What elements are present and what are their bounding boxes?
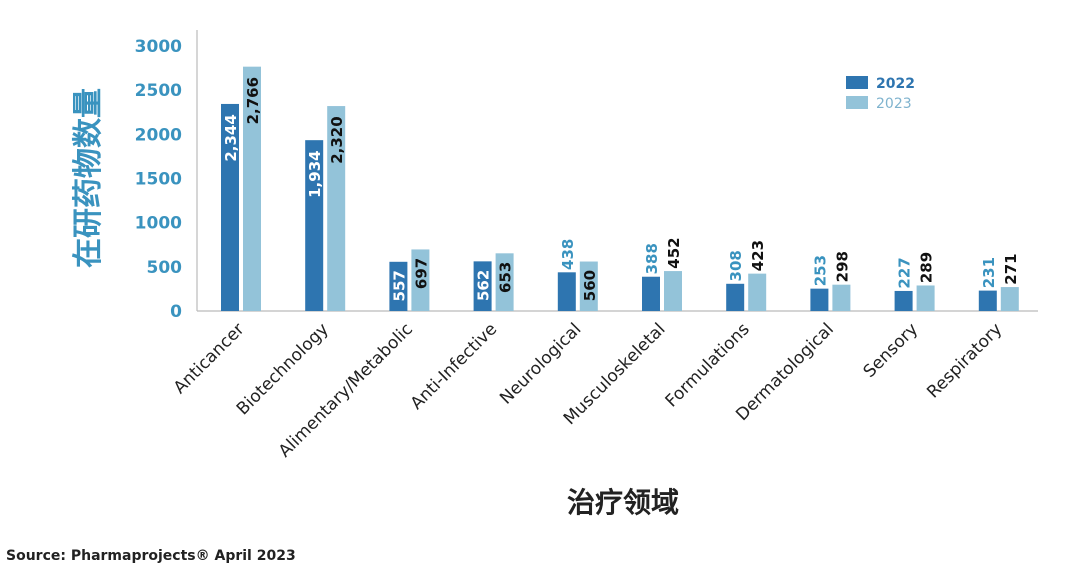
y-tick-label: 2500 — [135, 81, 182, 101]
bar-2022 — [557, 272, 576, 311]
bar-2023 — [411, 249, 430, 311]
data-label-2022: 227 — [896, 257, 914, 288]
data-label-2022: 562 — [475, 270, 493, 301]
bar-2023 — [748, 273, 767, 311]
bar-2022 — [978, 290, 997, 311]
bar-2022 — [642, 276, 660, 311]
data-label-2023: 452 — [665, 237, 683, 268]
bar-2022 — [894, 290, 913, 311]
x-tick-label: Formulations — [662, 319, 754, 411]
bar-2022 — [221, 103, 239, 312]
source-note: Source: Pharmaprojects® April 2023 — [6, 548, 296, 564]
bar-2023 — [495, 253, 514, 311]
bar-2023 — [664, 271, 682, 311]
legend-label-2022: 2022 — [876, 76, 915, 92]
y-tick-label: 0 — [170, 302, 182, 322]
x-tick-label: Anti-Infective — [407, 319, 501, 413]
bar-2022 — [810, 288, 829, 311]
legend-swatch-2022 — [846, 76, 868, 89]
bar-2023 — [916, 285, 935, 311]
y-tick-label: 1000 — [135, 214, 182, 234]
data-label-2023: 560 — [581, 270, 599, 301]
bar-2023 — [579, 261, 598, 311]
data-label-2023: 653 — [497, 262, 515, 293]
bar-2023 — [1000, 287, 1019, 311]
y-tick-label: 500 — [147, 258, 183, 278]
bar-2023 — [832, 284, 851, 311]
bar-2023 — [327, 106, 346, 311]
data-label-2023: 271 — [1002, 253, 1020, 284]
x-tick-label: Respiratory — [923, 319, 1006, 402]
x-tick-label: Anticancer — [170, 319, 249, 398]
bar-2022 — [389, 261, 408, 311]
data-label-2022: 1,934 — [306, 150, 324, 197]
legend-label-2023: 2023 — [876, 96, 912, 112]
x-axis-title: 治疗领域 — [567, 486, 679, 519]
data-label-2022: 438 — [559, 239, 577, 270]
y-tick-label: 2000 — [135, 125, 182, 145]
data-label-2022: 231 — [980, 257, 998, 288]
data-label-2022: 388 — [643, 243, 661, 274]
data-label-2023: 289 — [918, 252, 936, 283]
data-label-2023: 2,320 — [328, 116, 346, 163]
data-label-2022: 2,344 — [222, 114, 240, 161]
legend-swatch-2023 — [846, 96, 868, 109]
x-tick-label: Neurological — [496, 319, 585, 408]
data-label-2022: 557 — [390, 270, 408, 301]
y-tick-label: 1500 — [135, 170, 182, 190]
y-tick-label: 3000 — [135, 37, 182, 57]
bar-2022 — [726, 283, 745, 311]
bar-2023 — [243, 66, 261, 311]
data-label-2022: 308 — [727, 250, 745, 281]
data-label-2023: 697 — [412, 258, 430, 289]
data-label-2023: 2,766 — [244, 77, 262, 124]
data-label-2023: 423 — [749, 240, 767, 271]
data-label-2023: 298 — [833, 251, 851, 282]
bar-2022 — [473, 261, 492, 311]
y-axis-title: 在研药物数量 — [71, 88, 106, 268]
x-tick-label: Sensory — [860, 319, 922, 381]
bar-2022 — [305, 140, 324, 311]
data-label-2022: 253 — [811, 255, 829, 286]
